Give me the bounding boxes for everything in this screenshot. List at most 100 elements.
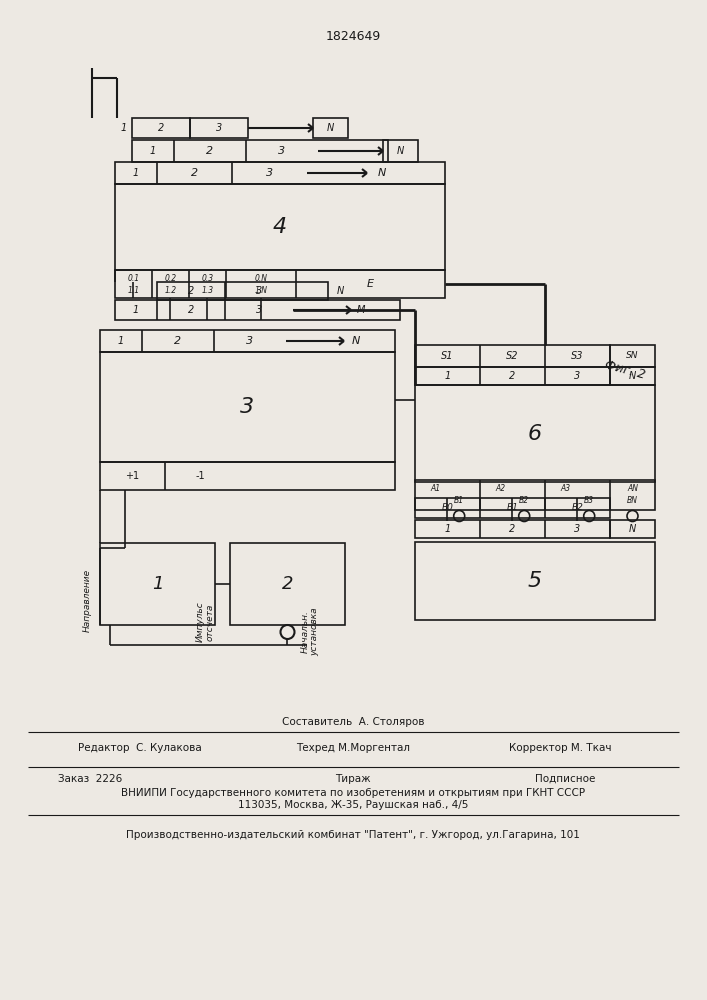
Text: ВНИИПИ Государственного комитета по изобретениям и открытиям при ГКНТ СССР: ВНИИПИ Государственного комитета по изоб… — [121, 788, 585, 798]
Text: N: N — [629, 371, 636, 381]
Bar — [115, 270, 445, 298]
Bar — [115, 184, 445, 270]
Bar — [610, 367, 655, 385]
Text: Направление: Направление — [83, 568, 91, 632]
Text: BN: BN — [627, 496, 638, 505]
Text: 1: 1 — [150, 146, 156, 156]
Text: B2: B2 — [519, 496, 530, 505]
Text: 2: 2 — [175, 336, 182, 346]
Text: Заказ  2226: Заказ 2226 — [58, 774, 122, 784]
Text: N: N — [327, 123, 334, 133]
Text: Корректор М. Ткач: Корректор М. Ткач — [509, 743, 612, 753]
Bar — [415, 542, 655, 620]
Text: 1: 1 — [152, 575, 163, 593]
Text: 2: 2 — [509, 371, 515, 381]
Text: 5: 5 — [528, 571, 542, 591]
Bar — [610, 345, 655, 367]
Text: 2: 2 — [188, 286, 194, 296]
Text: 1: 1 — [133, 305, 139, 315]
Text: 0.2: 0.2 — [165, 274, 177, 283]
Bar — [132, 118, 190, 138]
Bar — [132, 140, 388, 162]
Text: Импульс
отсчета: Импульс отсчета — [195, 602, 215, 642]
Text: S2: S2 — [506, 351, 519, 361]
Bar — [415, 345, 610, 367]
Text: 3: 3 — [574, 371, 580, 381]
Text: Тираж: Тираж — [335, 774, 370, 784]
Bar — [115, 162, 445, 184]
Bar — [100, 543, 215, 625]
Text: 3: 3 — [266, 168, 273, 178]
Text: 113035, Москва, Ж-35, Раушская наб., 4/5: 113035, Москва, Ж-35, Раушская наб., 4/5 — [238, 800, 468, 810]
Text: 2: 2 — [282, 575, 293, 593]
Bar — [415, 367, 610, 385]
Text: 3: 3 — [256, 305, 262, 315]
Text: 0.3: 0.3 — [201, 274, 214, 283]
Text: 4: 4 — [273, 217, 287, 237]
Text: A2: A2 — [496, 484, 506, 493]
Text: SN: SN — [626, 352, 638, 360]
Bar — [230, 543, 345, 625]
Text: N: N — [378, 168, 386, 178]
Text: 3: 3 — [247, 336, 254, 346]
Text: 3: 3 — [240, 397, 255, 417]
Text: 1: 1 — [121, 123, 127, 133]
Text: -1: -1 — [195, 471, 205, 481]
Text: 6: 6 — [528, 424, 542, 444]
Text: 3: 3 — [279, 146, 286, 156]
Bar — [383, 140, 418, 162]
Text: N: N — [337, 286, 344, 296]
Text: 2: 2 — [158, 123, 164, 133]
Text: E: E — [367, 279, 374, 289]
Text: S1: S1 — [441, 351, 454, 361]
Text: 3: 3 — [574, 524, 580, 534]
Text: 3: 3 — [256, 286, 262, 296]
Text: +1: +1 — [125, 471, 139, 481]
Bar — [190, 118, 248, 138]
Text: Начальн.
установка: Начальн. установка — [300, 608, 320, 656]
Text: 1.2: 1.2 — [165, 286, 177, 295]
Text: N: N — [397, 146, 404, 156]
Text: 1.N: 1.N — [255, 286, 267, 295]
Text: Техред М.Моргентал: Техред М.Моргентал — [296, 743, 410, 753]
Text: 1.3: 1.3 — [201, 286, 214, 295]
Text: 1: 1 — [118, 336, 124, 346]
Text: S3: S3 — [571, 351, 584, 361]
Text: Производственно-издательский комбинат "Патент", г. Ужгород, ул.Гагарина, 101: Производственно-издательский комбинат "П… — [126, 830, 580, 840]
Text: B1: B1 — [454, 496, 464, 505]
Text: 1824649: 1824649 — [325, 30, 380, 43]
Bar — [415, 480, 655, 510]
Text: A3: A3 — [561, 484, 571, 493]
Bar — [610, 520, 655, 538]
Text: 1: 1 — [445, 371, 450, 381]
Bar — [415, 520, 610, 538]
Text: B0: B0 — [442, 504, 453, 512]
Text: 2: 2 — [206, 146, 214, 156]
Text: Редактор  С. Кулакова: Редактор С. Кулакова — [78, 743, 202, 753]
Text: M: M — [357, 305, 366, 315]
Bar — [415, 498, 610, 518]
Bar — [115, 300, 400, 320]
Bar — [157, 282, 328, 300]
Text: 1.1: 1.1 — [127, 286, 139, 295]
Bar — [415, 385, 655, 482]
Bar — [100, 462, 395, 490]
Text: 3: 3 — [216, 123, 222, 133]
Text: AN: AN — [627, 484, 638, 493]
Text: N: N — [352, 336, 360, 346]
Text: B1: B1 — [506, 504, 518, 512]
Text: B2: B2 — [571, 504, 583, 512]
Text: N: N — [629, 524, 636, 534]
Text: 1: 1 — [445, 524, 450, 534]
Bar — [100, 352, 395, 462]
Text: A1: A1 — [431, 484, 441, 493]
Text: 2: 2 — [509, 524, 515, 534]
Text: B3: B3 — [584, 496, 595, 505]
Text: 2: 2 — [191, 168, 198, 178]
Bar — [100, 330, 395, 352]
Bar — [313, 118, 348, 138]
Text: 0.1: 0.1 — [127, 274, 139, 283]
Text: 0.N: 0.N — [255, 274, 267, 283]
Text: Составитель  А. Столяров: Составитель А. Столяров — [282, 717, 424, 727]
Text: Подписное: Подписное — [534, 774, 595, 784]
